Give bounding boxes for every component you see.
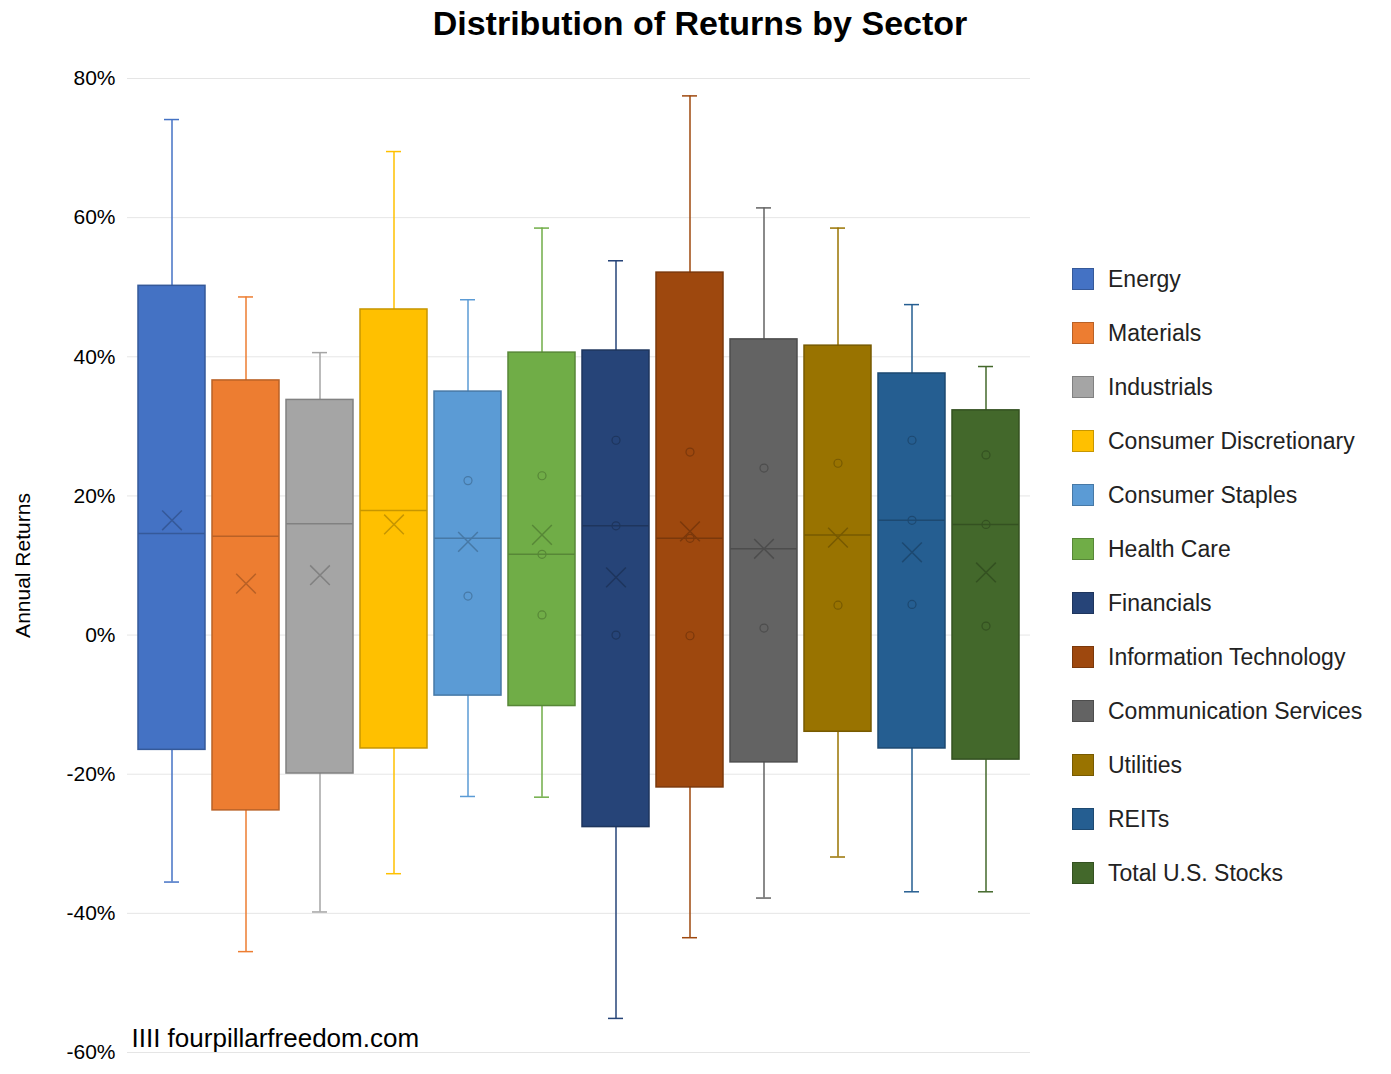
svg-text:20%: 20% [73, 484, 115, 507]
svg-text:Annual Returns: Annual Returns [11, 493, 34, 638]
html-text:Consumer Discretionary: Consumer Discretionary [1108, 427, 1355, 454]
svg-text:40%: 40% [73, 345, 115, 368]
html-text:Energy: Energy [1108, 265, 1181, 292]
html-text:Health Care: Health Care [1108, 535, 1231, 562]
html-text:Distribution of Returns by Sec: Distribution of Returns by Sector [432, 4, 968, 42]
svg-text:0%: 0% [85, 623, 115, 646]
svg-text:IIII fourpillarfreedom.com: IIII fourpillarfreedom.com [132, 1023, 420, 1053]
svg-text:-60%: -60% [66, 1040, 115, 1063]
html-text:REITs: REITs [1108, 805, 1170, 832]
svg-text:60%: 60% [73, 205, 115, 228]
html-text:Materials: Materials [1108, 319, 1202, 346]
html-text:Total U.S. Stocks: Total U.S. Stocks [1108, 859, 1284, 886]
html-text:Communication Services: Communication Services [1108, 697, 1363, 724]
html-text:Financials: Financials [1108, 589, 1212, 616]
html-text:Consumer Staples: Consumer Staples [1108, 481, 1298, 508]
html-text:Information Technology: Information Technology [1108, 643, 1346, 670]
svg-text:-40%: -40% [66, 901, 115, 924]
svg-text:80%: 80% [73, 66, 115, 89]
html-text:Industrials: Industrials [1108, 373, 1213, 400]
html-text:Utilities: Utilities [1108, 751, 1183, 778]
svg-text:-20%: -20% [66, 762, 115, 785]
